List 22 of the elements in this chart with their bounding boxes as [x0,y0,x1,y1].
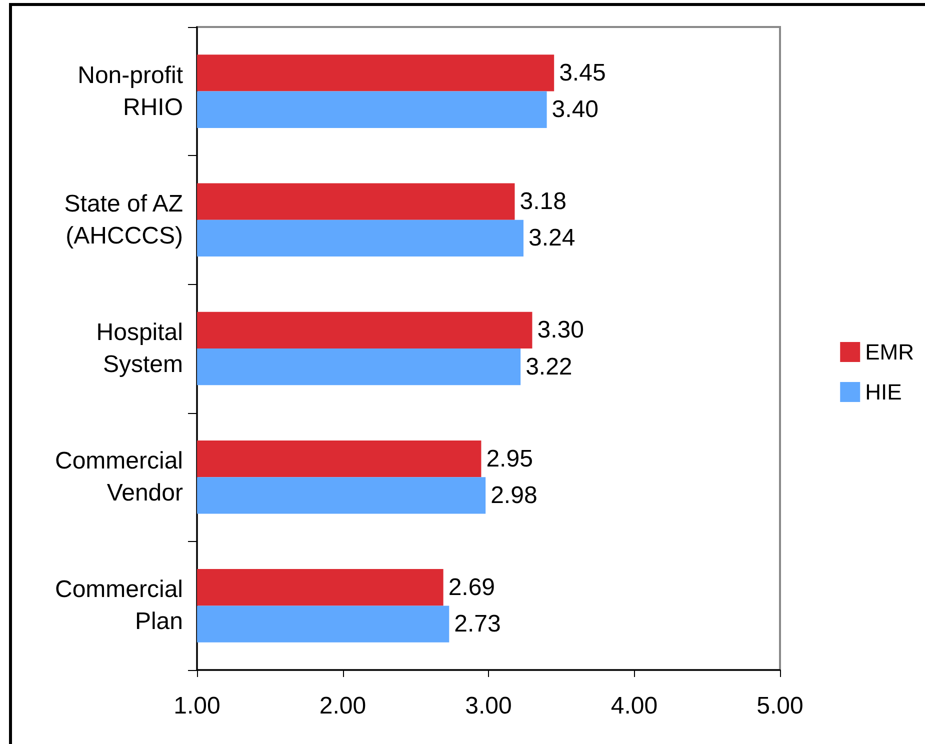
data-label: 2.98 [490,482,538,509]
y-tick-label: Commercial Vendor [54,448,183,507]
x-tick-label: 5.00 [756,692,804,720]
data-label: 2.69 [448,574,496,601]
x-tick-label: 2.00 [319,692,366,720]
data-label: 2.95 [486,445,533,472]
x-tick-label: 3.00 [465,692,512,720]
data-label: 3.18 [520,188,566,216]
legend-label: HIE [865,380,902,404]
y-tick-label: Commercial Plan [54,576,183,636]
x-tick-label: 1.00 [174,692,220,720]
data-label: 3.45 [559,59,606,86]
data-label: 3.24 [528,224,576,252]
y-tick-label: Non-profit RHIO [78,62,184,121]
data-label: 3.30 [537,316,584,344]
data-label: 3.40 [552,96,599,124]
legend-label: EMR [865,340,914,364]
y-tick-label: State of AZ (AHCCCS) [64,190,183,250]
data-label: 3.22 [526,353,572,380]
y-tick-label: Hospital System [96,319,183,378]
x-tick-label: 4.00 [610,692,658,720]
data-label: 2.73 [454,610,501,638]
